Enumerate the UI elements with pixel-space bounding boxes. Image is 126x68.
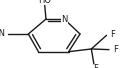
Text: F: F bbox=[93, 64, 98, 68]
Text: HO: HO bbox=[38, 0, 51, 5]
Text: H₂N: H₂N bbox=[0, 30, 5, 38]
Text: N: N bbox=[61, 15, 67, 24]
Text: F: F bbox=[113, 45, 118, 54]
Text: F: F bbox=[110, 30, 115, 39]
